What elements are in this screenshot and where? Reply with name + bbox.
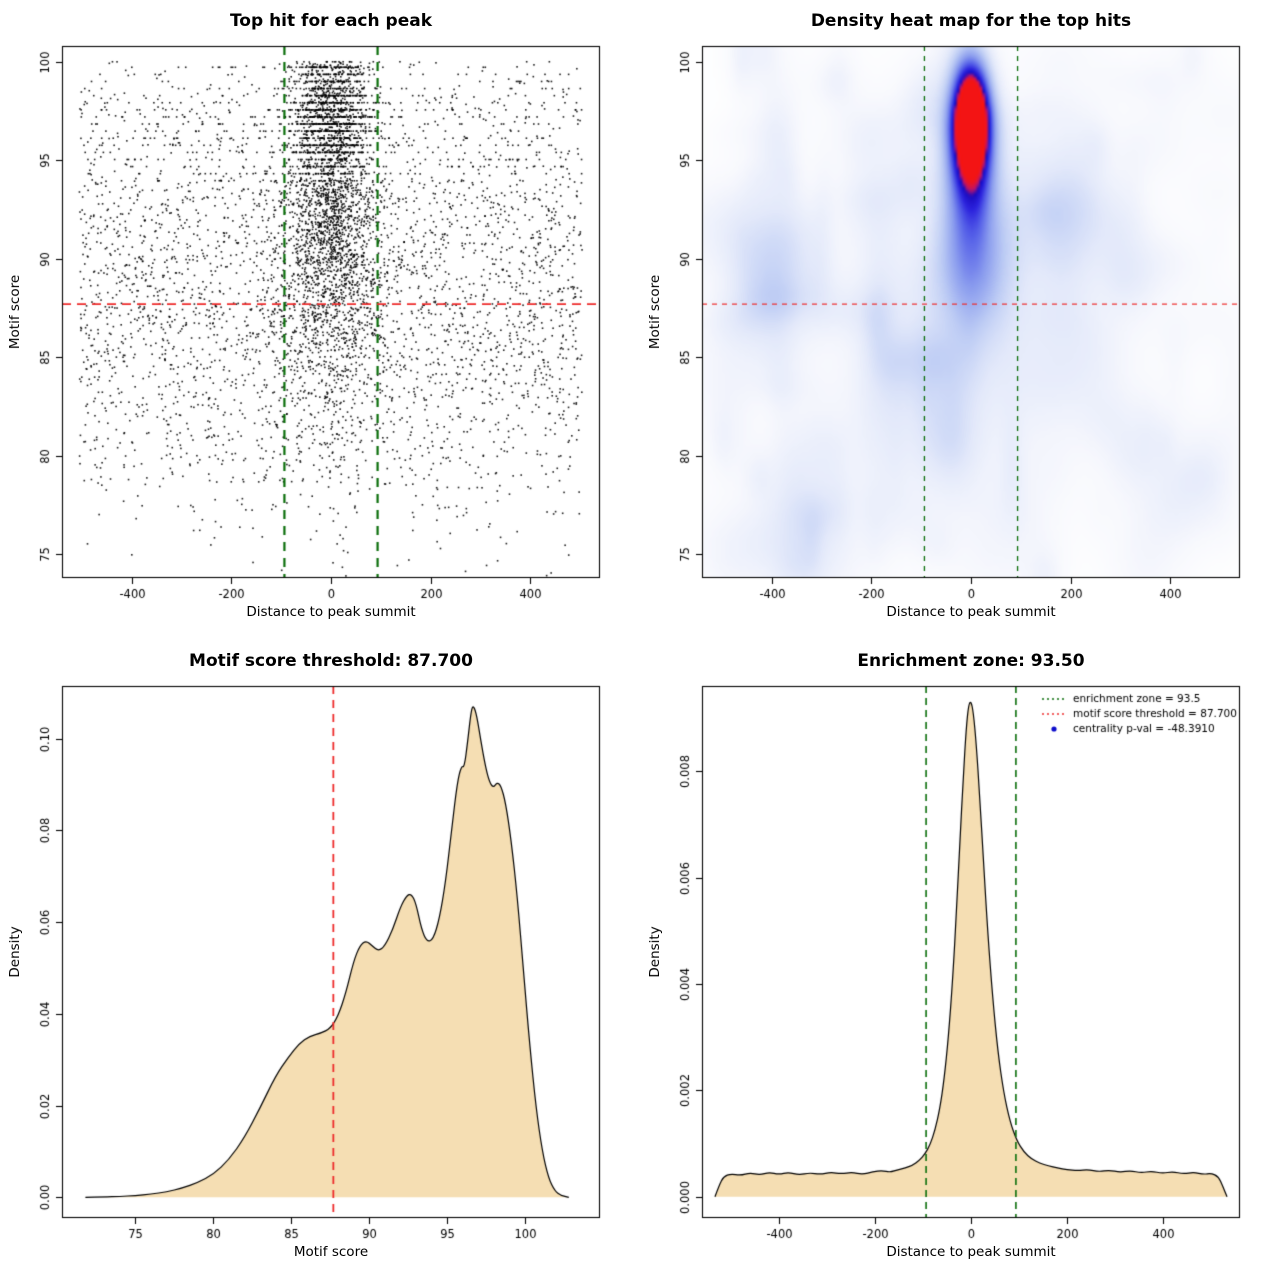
panel-density-heatmap: Density heat map for the top hits Distan…: [640, 0, 1280, 640]
x-axis-label: Distance to peak summit: [246, 604, 416, 620]
chart-title: Motif score threshold: 87.700: [189, 651, 473, 671]
distance-density-canvas: [640, 640, 1280, 1280]
x-axis-label: Distance to peak summit: [886, 1244, 1056, 1260]
heatmap-canvas: [640, 0, 1280, 640]
chart-title: Density heat map for the top hits: [810, 11, 1132, 31]
y-axis-label: Density: [647, 926, 663, 978]
panel-top-hit-scatter: Top hit for each peak Distance to peak s…: [0, 0, 640, 640]
y-axis-label: Motif score: [7, 274, 23, 350]
x-axis-label: Motif score: [293, 1244, 369, 1260]
panel-distance-density: Enrichment zone: 93.50 Distance to peak …: [640, 640, 1280, 1280]
x-axis-label: Distance to peak summit: [886, 604, 1056, 620]
score-density-canvas: [0, 640, 640, 1280]
chart-title: Enrichment zone: 93.50: [857, 651, 1085, 671]
panel-motif-score-density: Motif score threshold: 87.700 Motif scor…: [0, 640, 640, 1280]
scatter-plot-canvas: [0, 0, 640, 640]
y-axis-label: Density: [7, 926, 23, 978]
chart-title: Top hit for each peak: [229, 11, 433, 31]
y-axis-label: Motif score: [647, 274, 663, 350]
